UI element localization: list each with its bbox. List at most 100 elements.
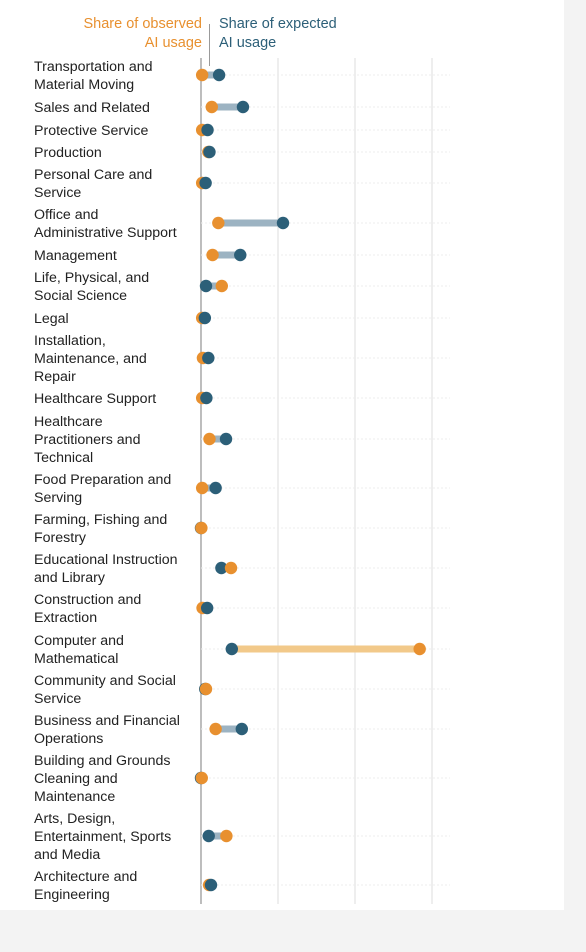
expected-point-9 bbox=[202, 351, 215, 365]
category-label-line: Practitioners and bbox=[34, 432, 140, 448]
category-label-line: Social Science bbox=[34, 288, 127, 304]
expected-point-3 bbox=[203, 145, 216, 159]
category-label-line: Office and bbox=[34, 207, 98, 223]
category-label-line: Forestry bbox=[34, 530, 87, 546]
expected-point-16 bbox=[225, 642, 238, 656]
category-label-line: Extraction bbox=[34, 610, 97, 626]
category-label-line: Technical bbox=[34, 450, 93, 466]
category-label-line: Transportation and bbox=[34, 59, 153, 75]
category-label-line: Educational Instruction bbox=[34, 552, 178, 568]
expected-point-11 bbox=[219, 432, 233, 446]
expected-point-0 bbox=[212, 68, 226, 82]
gridlines bbox=[200, 58, 450, 904]
observed-point-7 bbox=[215, 279, 228, 293]
category-label-0: Transportation and Material Moving bbox=[34, 59, 153, 93]
category-label-line: Personal Care and bbox=[34, 167, 152, 183]
observed-point-6 bbox=[206, 248, 219, 262]
expected-point-10 bbox=[200, 391, 213, 405]
category-label-11: Healthcare Practitioners and Technical bbox=[34, 414, 140, 466]
legend-observed-line-2: AI usage bbox=[144, 35, 202, 51]
expected-point-1 bbox=[236, 100, 250, 114]
category-label-21: Architecture and Engineering bbox=[34, 869, 137, 903]
category-label-line: and Library bbox=[34, 570, 106, 586]
data-points bbox=[194, 68, 426, 892]
category-label-15: Construction and Extraction bbox=[34, 592, 141, 626]
category-label-7: Life, Physical, and Social Science bbox=[34, 270, 149, 304]
category-label-line: Legal bbox=[34, 311, 69, 327]
category-label-6: Management bbox=[34, 248, 117, 264]
legend-expected-line-1: Share of expected bbox=[219, 16, 337, 32]
expected-point-2 bbox=[201, 123, 214, 137]
category-label-18: Business and Financial Operations bbox=[34, 713, 180, 747]
expected-point-14 bbox=[215, 561, 228, 575]
dumbbell-chart: Transportation and Material Moving Sales a… bbox=[34, 58, 450, 904]
observed-point-19 bbox=[195, 771, 208, 785]
category-label-12: Food Preparation and Serving bbox=[34, 472, 171, 506]
observed-point-5 bbox=[212, 216, 225, 230]
category-label-line: Farming, Fishing and bbox=[34, 512, 167, 528]
category-label-line: Mathematical bbox=[34, 651, 118, 667]
expected-point-8 bbox=[198, 311, 212, 325]
category-label-10: Healthcare Support bbox=[34, 391, 156, 407]
category-label-line: Life, Physical, and bbox=[34, 270, 149, 286]
expected-point-6 bbox=[234, 248, 247, 262]
observed-point-14 bbox=[224, 561, 238, 575]
category-label-line: Sales and Related bbox=[34, 100, 150, 116]
expected-point-12 bbox=[209, 481, 222, 495]
category-label-16: Computer and Mathematical bbox=[34, 633, 124, 667]
legend-divider bbox=[209, 24, 210, 66]
category-label-line: Cleaning and bbox=[34, 771, 118, 787]
legend-expected-label: Share of expected AI usage bbox=[219, 15, 379, 53]
category-label-9: Installation, Maintenance, and Repair bbox=[34, 333, 147, 385]
category-label-20: Arts, Design, Entertainment, Sports and Me… bbox=[34, 811, 171, 863]
category-label-4: Personal Care and Service bbox=[34, 167, 152, 201]
observed-point-20 bbox=[220, 829, 233, 843]
category-label-line: and Media bbox=[34, 847, 100, 863]
observed-point-16 bbox=[413, 642, 426, 656]
observed-point-12 bbox=[195, 481, 209, 495]
category-label-line: Computer and bbox=[34, 633, 124, 649]
category-label-line: Healthcare bbox=[34, 414, 103, 430]
category-label-line: Healthcare Support bbox=[34, 391, 156, 407]
observed-point-17 bbox=[199, 682, 213, 696]
category-label-line: Maintenance, and bbox=[34, 351, 147, 367]
category-label-line: Engineering bbox=[34, 887, 110, 903]
expected-point-21 bbox=[204, 878, 218, 892]
category-label-line: Arts, Design, bbox=[34, 811, 115, 827]
category-label-line: Protective Service bbox=[34, 123, 148, 139]
category-label-line: Operations bbox=[34, 731, 103, 747]
legend-observed-line-1: Share of observed bbox=[83, 16, 203, 32]
category-label-line: Production bbox=[34, 145, 102, 161]
category-label-line: Architecture and bbox=[34, 869, 137, 885]
category-label-line: Installation, bbox=[34, 333, 106, 349]
observed-point-18 bbox=[209, 722, 222, 736]
expected-point-20 bbox=[202, 829, 215, 843]
legend-expected-line-2: AI usage bbox=[219, 35, 277, 51]
observed-point-11 bbox=[203, 432, 216, 446]
category-label-line: Maintenance bbox=[34, 789, 115, 805]
category-label-17: Community and Social Service bbox=[34, 673, 176, 707]
category-label-3: Production bbox=[34, 145, 102, 161]
category-label-line: Business and Financial bbox=[34, 713, 180, 729]
category-label-line: Service bbox=[34, 691, 81, 707]
category-label-line: Management bbox=[34, 248, 117, 264]
expected-point-15 bbox=[200, 601, 214, 615]
category-label-line: Service bbox=[34, 185, 81, 201]
category-label-line: Community and Social bbox=[34, 673, 176, 689]
category-label-line: Building and Grounds bbox=[34, 753, 170, 769]
expected-point-18 bbox=[235, 722, 249, 736]
category-label-line: Material Moving bbox=[34, 77, 134, 93]
category-label-1: Sales and Related bbox=[34, 100, 150, 116]
connectors bbox=[201, 71, 420, 889]
category-labels: Transportation and Material Moving Sales a… bbox=[34, 59, 180, 903]
category-label-line: Administrative Support bbox=[34, 225, 177, 241]
observed-point-0 bbox=[195, 68, 209, 82]
legend-observed-label: Share of observed AI usage bbox=[60, 15, 203, 53]
category-label-2: Protective Service bbox=[34, 123, 148, 139]
observed-point-13 bbox=[195, 521, 208, 535]
expected-point-4 bbox=[199, 176, 212, 190]
category-label-line: Repair bbox=[34, 369, 76, 385]
category-label-line: Food Preparation and bbox=[34, 472, 171, 488]
category-label-8: Legal bbox=[34, 311, 69, 327]
category-label-13: Farming, Fishing and Forestry bbox=[34, 512, 167, 546]
